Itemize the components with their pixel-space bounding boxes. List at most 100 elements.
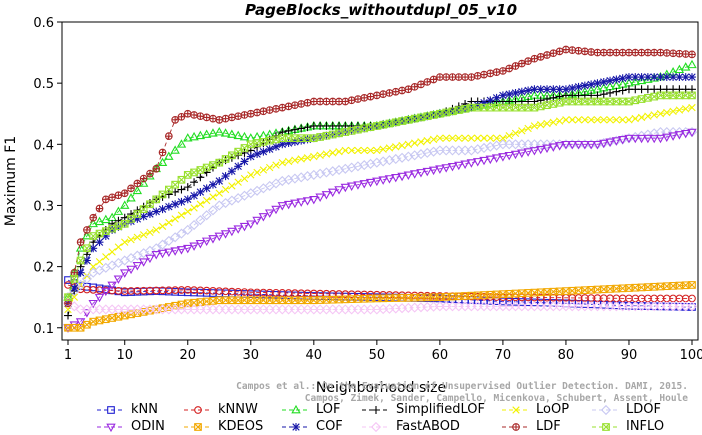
data-point xyxy=(284,139,293,148)
data-point xyxy=(555,117,564,125)
data-point-detail xyxy=(549,100,558,108)
data-point-detail xyxy=(480,71,488,78)
data-point xyxy=(581,116,589,124)
data-point-detail xyxy=(354,295,362,303)
data-point-detail xyxy=(663,282,671,290)
data-point-detail xyxy=(468,73,475,81)
data-point-detail xyxy=(392,294,400,302)
x-tick-label: 100 xyxy=(680,348,702,363)
data-point xyxy=(227,129,237,138)
data-point-detail xyxy=(241,111,248,119)
data-point xyxy=(94,293,105,303)
data-point-detail xyxy=(347,127,356,135)
data-point-detail xyxy=(410,114,419,123)
data-point-detail xyxy=(234,147,242,156)
data-point xyxy=(517,87,526,96)
data-point xyxy=(416,169,426,178)
data-point xyxy=(284,157,293,166)
data-point xyxy=(102,253,110,261)
data-point-detail xyxy=(581,48,589,55)
legend-swatch xyxy=(502,423,530,431)
data-point xyxy=(674,64,685,74)
data-point-detail xyxy=(291,101,299,109)
data-point-detail xyxy=(688,51,696,58)
data-point xyxy=(518,127,526,135)
data-point-detail xyxy=(284,134,293,142)
data-point-detail xyxy=(360,124,368,133)
data-point-detail xyxy=(310,134,318,142)
data-point xyxy=(190,204,198,212)
data-point xyxy=(221,172,230,181)
data-point-detail xyxy=(266,296,274,304)
legend-label: COF xyxy=(316,419,343,434)
data-point xyxy=(146,228,154,237)
data-point-detail xyxy=(259,296,268,304)
data-point xyxy=(680,62,691,71)
data-point xyxy=(435,165,445,174)
data-point xyxy=(303,123,312,132)
data-point-detail xyxy=(480,103,488,112)
data-point xyxy=(101,214,111,224)
data-point-detail xyxy=(663,91,671,100)
data-point xyxy=(592,140,603,150)
data-point-detail xyxy=(373,92,381,99)
data-point xyxy=(373,146,381,155)
data-point-detail xyxy=(650,49,658,56)
data-point xyxy=(234,162,243,171)
x-tick-label: 50 xyxy=(369,348,386,363)
data-point-detail xyxy=(190,168,198,177)
data-point xyxy=(190,191,199,200)
data-point xyxy=(669,107,677,115)
data-point xyxy=(650,73,659,81)
data-point-detail xyxy=(600,97,608,106)
data-point xyxy=(70,293,78,301)
data-point xyxy=(81,273,92,284)
data-point-detail xyxy=(556,48,563,55)
data-point-detail xyxy=(492,103,501,112)
data-point xyxy=(151,251,161,260)
data-point xyxy=(549,118,558,126)
data-point-detail xyxy=(555,287,564,296)
data-point xyxy=(133,210,142,218)
data-point-detail xyxy=(373,294,381,303)
data-point-detail xyxy=(650,92,658,101)
data-point-detail xyxy=(512,423,520,431)
data-point-detail xyxy=(284,296,293,304)
data-point-detail xyxy=(196,298,205,306)
data-point-detail xyxy=(379,121,387,129)
data-point-detail xyxy=(171,116,179,124)
data-point xyxy=(392,143,400,151)
data-point-detail xyxy=(637,283,646,292)
data-point xyxy=(278,158,286,167)
data-point xyxy=(599,90,608,99)
data-point xyxy=(529,147,540,156)
data-point xyxy=(625,116,633,124)
data-point xyxy=(152,195,161,204)
data-point-detail xyxy=(562,97,570,106)
data-point-detail xyxy=(127,185,135,192)
data-point xyxy=(668,132,678,141)
data-point-detail xyxy=(152,195,160,204)
data-point-detail xyxy=(215,296,223,304)
data-point xyxy=(473,101,482,110)
data-point xyxy=(183,195,192,204)
data-point-detail xyxy=(682,91,690,100)
data-point-detail xyxy=(688,91,696,100)
legend-swatch xyxy=(502,406,530,414)
data-point-detail xyxy=(83,226,91,234)
data-point-detail xyxy=(102,315,110,323)
y-tick-label: 0.4 xyxy=(33,138,54,153)
data-point-detail xyxy=(631,49,639,56)
data-point xyxy=(183,183,192,192)
data-point xyxy=(410,139,419,147)
data-point-detail xyxy=(405,85,412,93)
data-point-detail xyxy=(95,316,104,325)
data-point xyxy=(662,73,671,81)
data-point-detail xyxy=(329,130,337,139)
data-point xyxy=(587,80,596,89)
data-point-detail xyxy=(511,289,520,298)
data-point xyxy=(157,239,168,250)
data-point-detail xyxy=(474,72,481,80)
data-point xyxy=(202,184,211,193)
data-point-detail xyxy=(656,91,665,100)
